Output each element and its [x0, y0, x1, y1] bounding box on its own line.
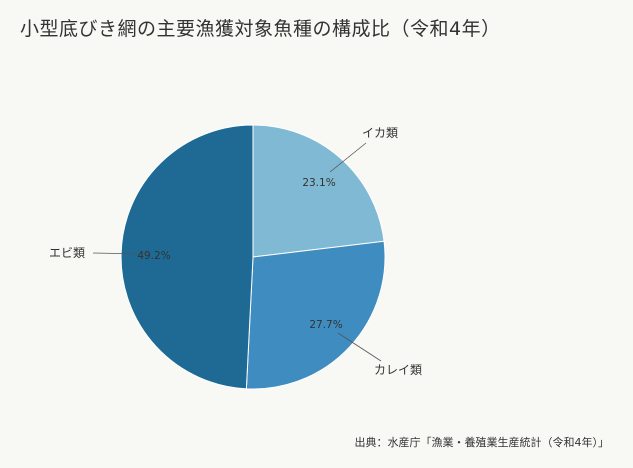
leader-line-3: [92, 252, 151, 255]
slice-value-label-1: 23.1%: [302, 177, 335, 189]
slice-category-label-3: エビ類: [49, 246, 85, 260]
slice-category-label-1: イカ類: [362, 126, 398, 140]
chart-title: 小型底びき網の主要漁獲対象魚種の構成比（令和4年）: [20, 18, 501, 40]
leader-lines: [92, 142, 382, 362]
slice-value-label-2: 27.7%: [309, 319, 342, 331]
leader-line-2: [337, 332, 382, 362]
slice-labels: イカ類 23.1% カレイ類 27.7% エビ類 49.2%: [49, 126, 422, 377]
slice-category-label-2: カレイ類: [374, 363, 422, 377]
leader-line-1: [329, 142, 367, 173]
pie-slice-1: [252, 124, 385, 258]
source-note: 出典：水産庁「漁業・養殖業生産統計（令和4年）」: [354, 436, 610, 449]
pie-slices: [120, 124, 386, 390]
pie-slice-2: [245, 240, 386, 390]
slice-value-label-3: 49.2%: [137, 250, 170, 262]
